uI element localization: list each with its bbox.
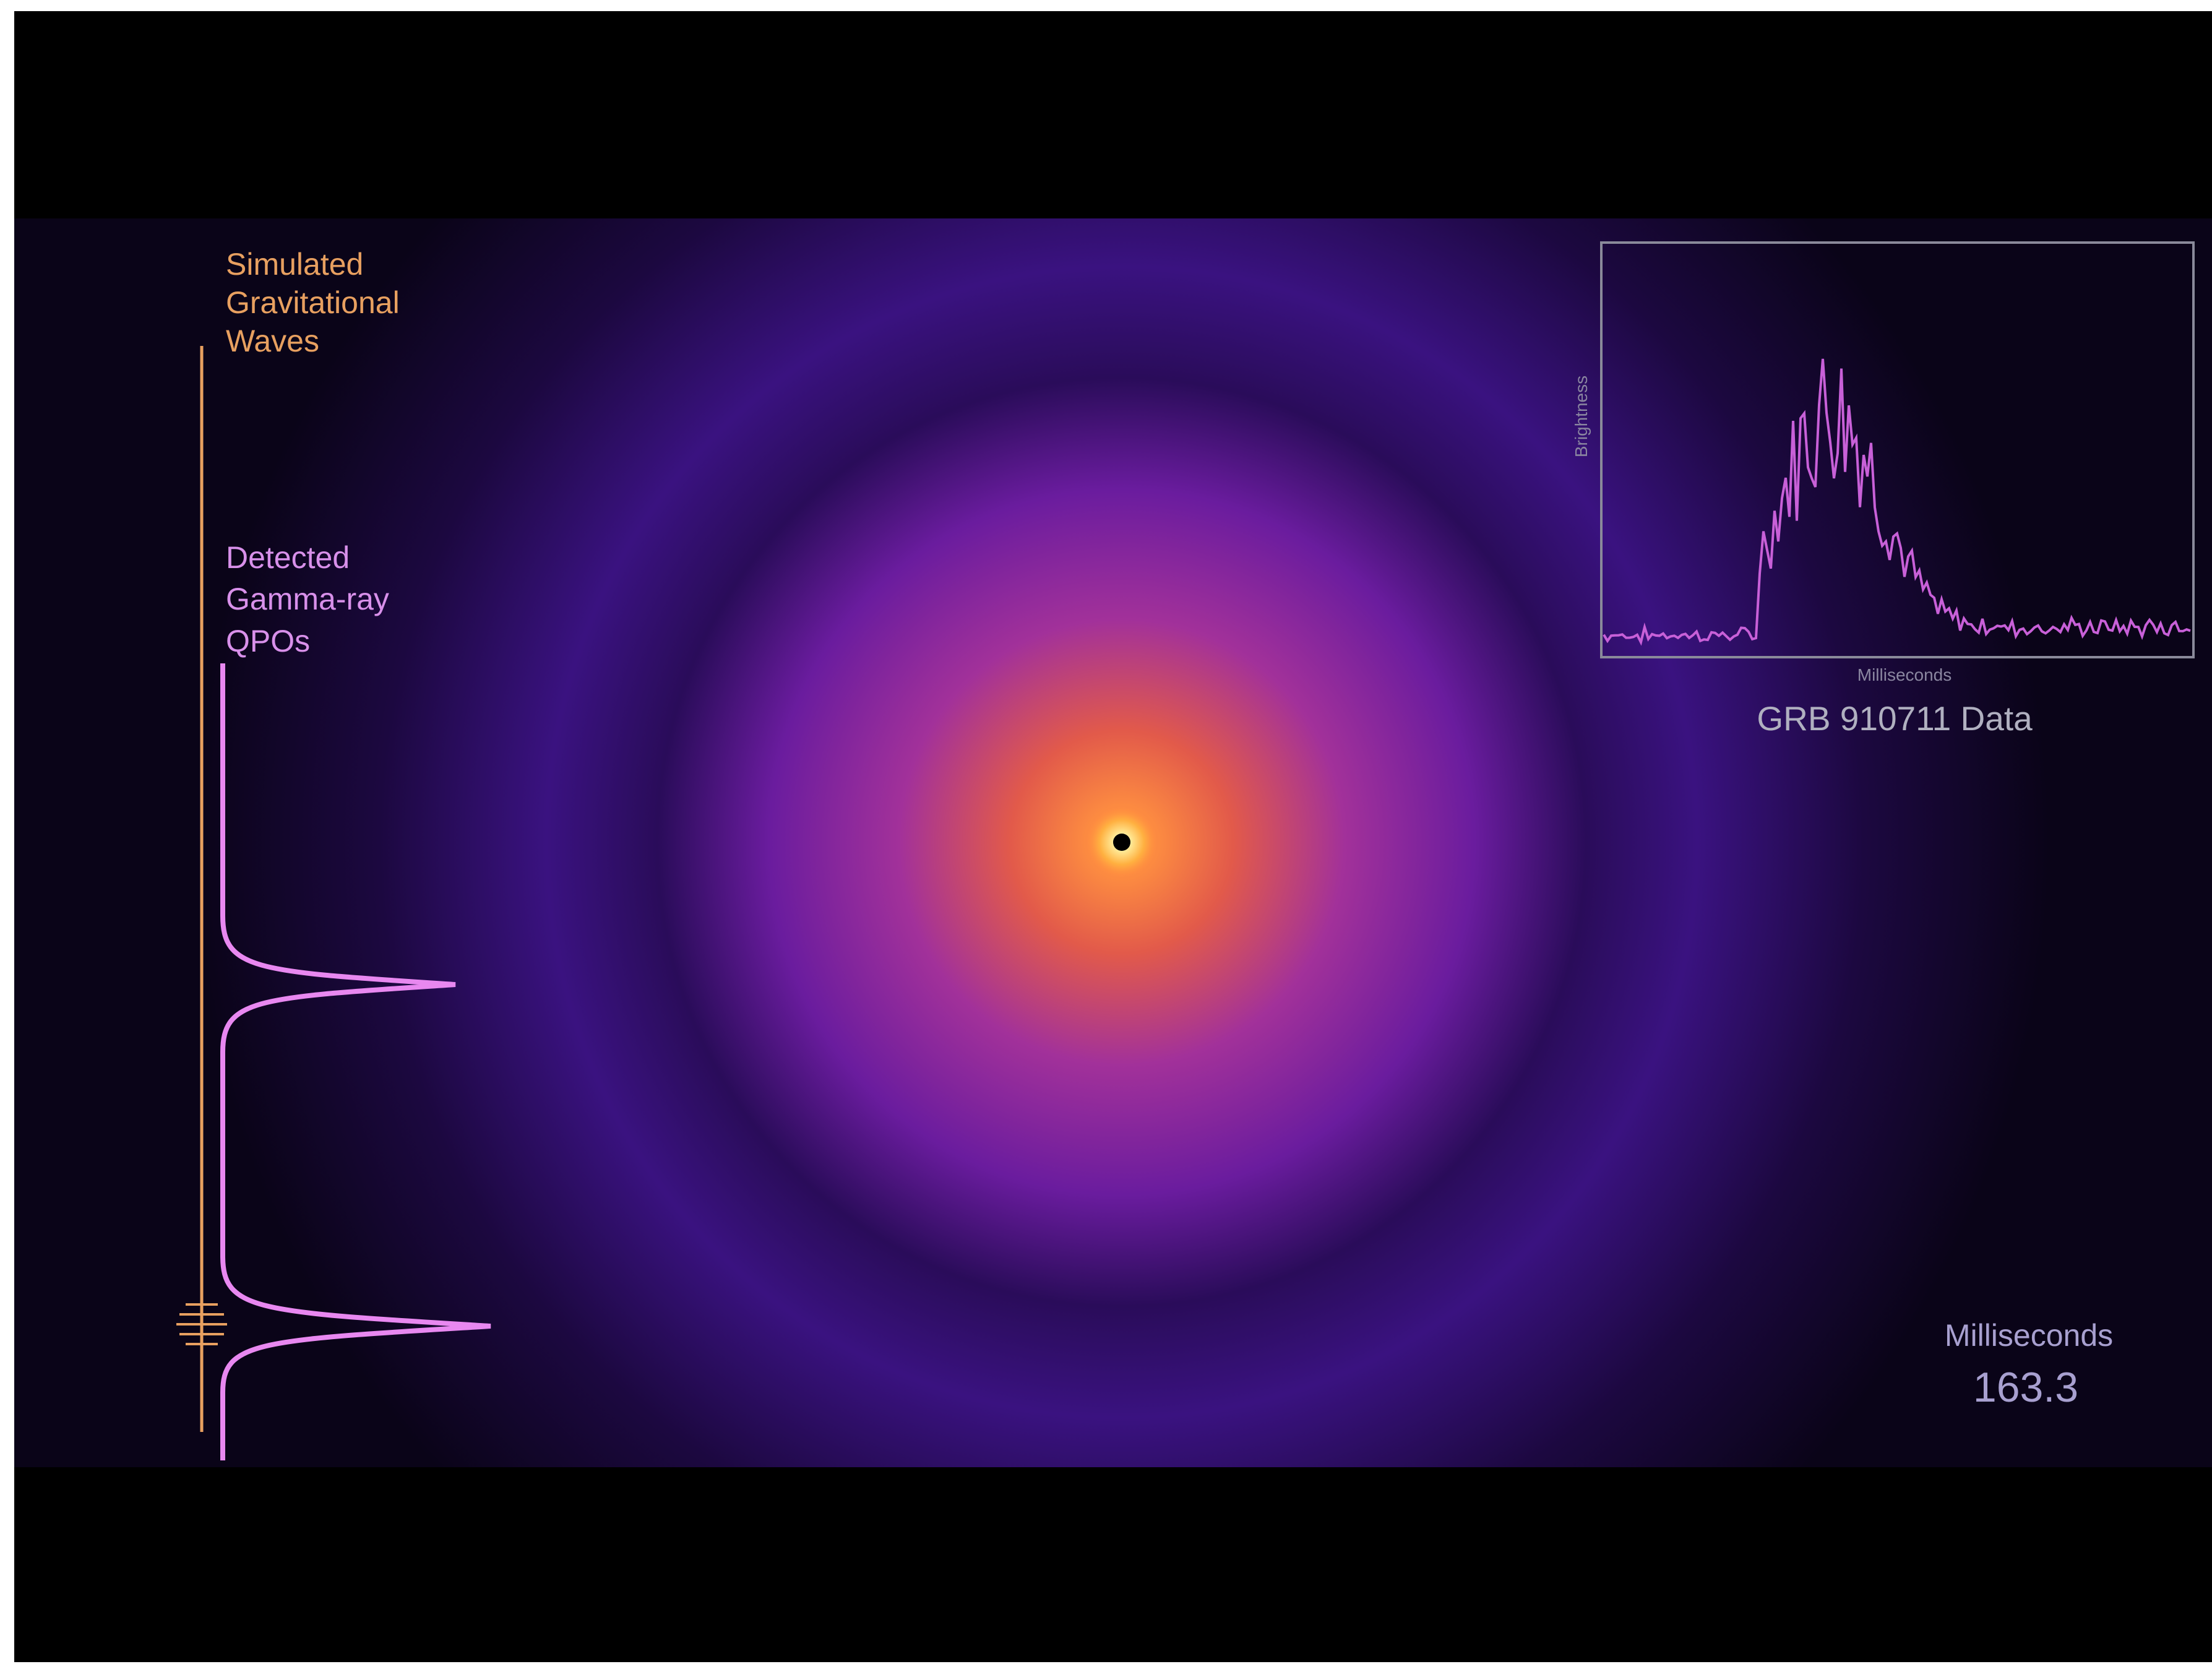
timer-label: Milliseconds: [1945, 1318, 2113, 1353]
label-line: Gravitational: [226, 285, 400, 320]
page: Simulated Gravitational Waves Detected G…: [0, 0, 2212, 1664]
inset-y-label: Brightness: [1572, 376, 1591, 457]
label-line: Gamma-ray: [226, 582, 389, 616]
label-line: QPOs: [226, 624, 310, 658]
inset-caption: GRB 910711 Data: [1757, 699, 2033, 738]
inset-x-label: Milliseconds: [1857, 665, 1952, 684]
video-frame: Simulated Gravitational Waves Detected G…: [0, 0, 2212, 1664]
label-line: Waves: [226, 324, 319, 358]
label-line: Simulated: [226, 247, 363, 282]
black-hole: [1113, 834, 1130, 851]
label-line: Detected: [226, 540, 350, 575]
timer-value: 163.3: [1973, 1364, 2078, 1411]
